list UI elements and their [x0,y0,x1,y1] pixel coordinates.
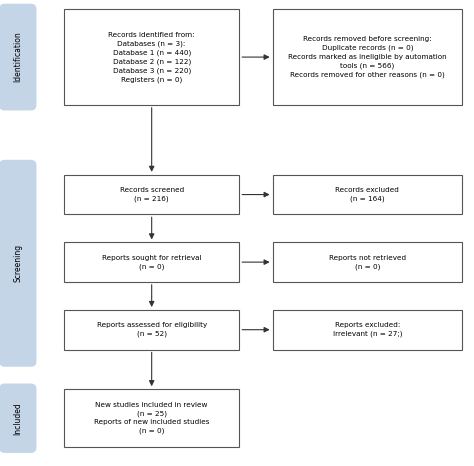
FancyBboxPatch shape [64,389,239,447]
FancyBboxPatch shape [273,175,462,214]
Text: Screening: Screening [13,244,22,282]
Text: New studies included in review
(n = 25)
Reports of new included studies
(n = 0): New studies included in review (n = 25) … [94,402,210,434]
Text: Records excluded
(n = 164): Records excluded (n = 164) [336,187,399,202]
FancyBboxPatch shape [64,175,239,214]
FancyBboxPatch shape [64,9,239,105]
FancyBboxPatch shape [273,9,462,105]
FancyBboxPatch shape [0,160,36,367]
Text: Records screened
(n = 216): Records screened (n = 216) [119,187,184,202]
Text: Records identified from:
Databases (n = 3):
Database 1 (n = 440)
Database 2 (n =: Records identified from: Databases (n = … [109,32,195,82]
FancyBboxPatch shape [64,310,239,350]
Text: Identification: Identification [13,32,22,82]
Text: Reports assessed for eligibility
(n = 52): Reports assessed for eligibility (n = 52… [97,322,207,337]
Text: Reports not retrieved
(n = 0): Reports not retrieved (n = 0) [329,254,406,270]
FancyBboxPatch shape [64,242,239,282]
Text: Reports excluded:
Irrelevant (n = 27;): Reports excluded: Irrelevant (n = 27;) [333,322,402,337]
Text: Reports sought for retrieval
(n = 0): Reports sought for retrieval (n = 0) [102,254,201,270]
FancyBboxPatch shape [0,384,36,453]
Text: Records removed before screening:
Duplicate records (n = 0)
Records marked as in: Records removed before screening: Duplic… [288,36,447,78]
FancyBboxPatch shape [0,4,36,110]
FancyBboxPatch shape [273,242,462,282]
Text: Included: Included [13,402,22,435]
FancyBboxPatch shape [273,310,462,350]
